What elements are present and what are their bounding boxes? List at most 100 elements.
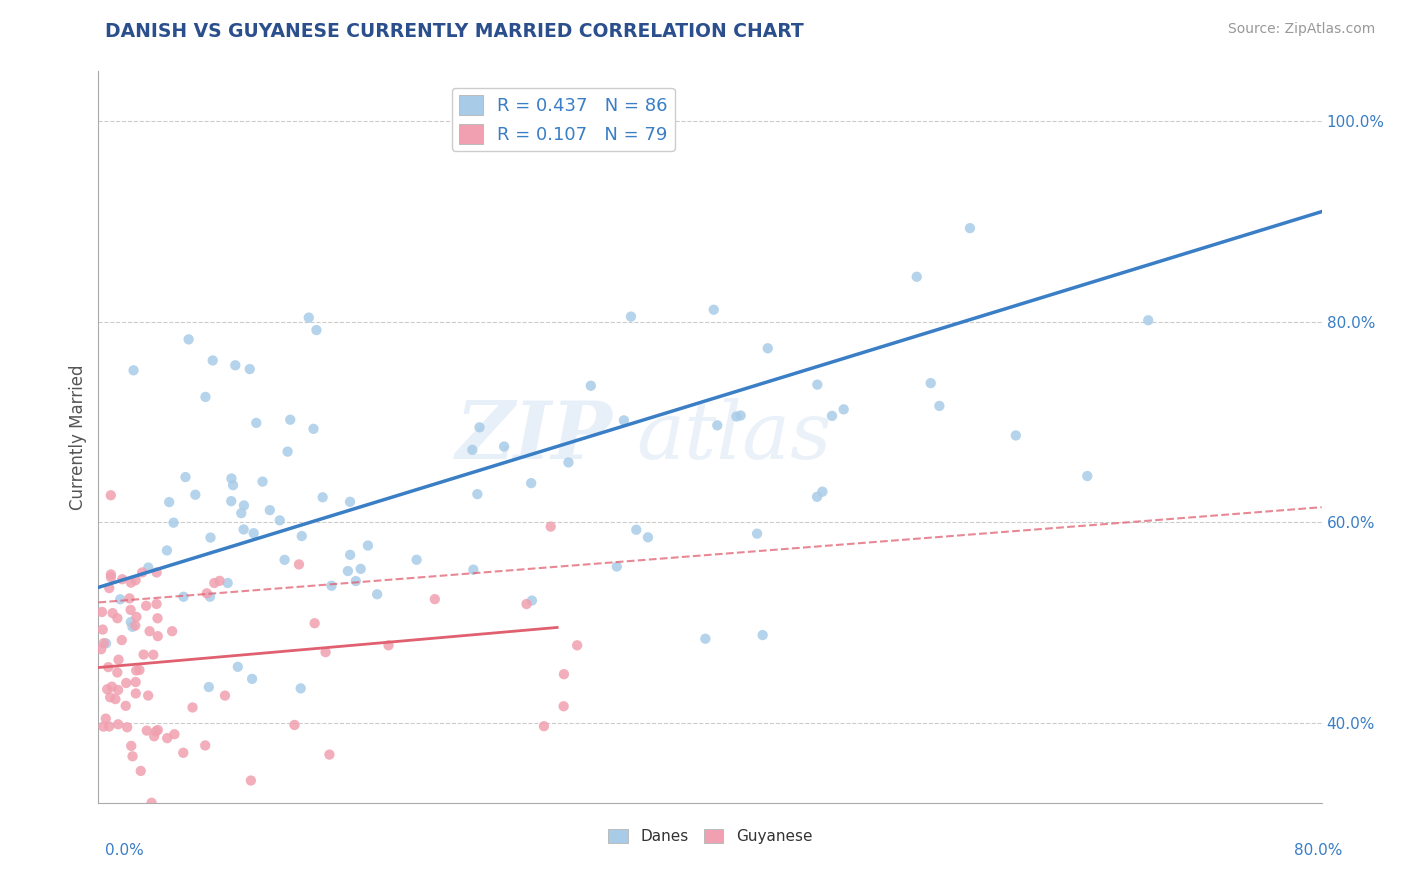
Point	[905, 269, 928, 284]
Point	[105, 611, 128, 625]
Point	[194, 739, 217, 753]
Point	[533, 719, 555, 733]
Point	[125, 610, 148, 624]
Point	[125, 686, 148, 700]
Point	[290, 681, 312, 696]
Point	[120, 615, 142, 629]
Point	[239, 362, 262, 376]
Point	[162, 516, 184, 530]
Point	[135, 599, 157, 613]
Point	[703, 302, 725, 317]
Point	[107, 653, 129, 667]
Point	[516, 597, 538, 611]
Point	[173, 590, 195, 604]
Point	[520, 593, 543, 607]
Point	[277, 444, 299, 458]
Point	[217, 576, 239, 591]
Point	[125, 664, 148, 678]
Point	[145, 566, 167, 580]
Point	[124, 618, 146, 632]
Point	[626, 523, 648, 537]
Point	[553, 699, 575, 714]
Point	[832, 402, 855, 417]
Point	[198, 590, 221, 604]
Point	[107, 682, 129, 697]
Point	[494, 440, 516, 454]
Point	[467, 487, 489, 501]
Point	[1004, 428, 1026, 442]
Point	[252, 475, 274, 489]
Point	[201, 353, 224, 368]
Text: 0.0%: 0.0%	[105, 843, 145, 858]
Point	[96, 682, 118, 697]
Point	[520, 476, 543, 491]
Point	[245, 416, 267, 430]
Point	[725, 409, 748, 424]
Point	[959, 221, 981, 235]
Point	[288, 558, 311, 572]
Point	[98, 719, 121, 733]
Point	[146, 723, 169, 737]
Point	[101, 680, 124, 694]
Point	[305, 323, 328, 337]
Point	[94, 712, 117, 726]
Point	[200, 531, 222, 545]
Point	[214, 689, 236, 703]
Point	[1076, 469, 1098, 483]
Point	[606, 559, 628, 574]
Point	[114, 698, 136, 713]
Point	[302, 422, 325, 436]
Text: Source: ZipAtlas.com: Source: ZipAtlas.com	[1227, 22, 1375, 37]
Point	[195, 586, 218, 600]
Point	[239, 773, 262, 788]
Point	[565, 638, 588, 652]
Point	[756, 341, 779, 355]
Point	[321, 579, 343, 593]
Text: atlas: atlas	[637, 399, 832, 475]
Point	[339, 495, 361, 509]
Point	[273, 553, 295, 567]
Point	[231, 506, 253, 520]
Point	[111, 572, 134, 586]
Point	[135, 723, 157, 738]
Point	[132, 648, 155, 662]
Point	[461, 442, 484, 457]
Point	[219, 494, 242, 508]
Point	[174, 470, 197, 484]
Point	[291, 529, 314, 543]
Point	[226, 660, 249, 674]
Point	[468, 420, 491, 434]
Y-axis label: Currently Married: Currently Married	[69, 364, 87, 510]
Point	[350, 562, 373, 576]
Point	[141, 796, 163, 810]
Point	[94, 636, 117, 650]
Point	[136, 560, 159, 574]
Point	[138, 624, 160, 639]
Point	[100, 488, 122, 502]
Point	[806, 377, 828, 392]
Point	[121, 749, 143, 764]
Point	[377, 638, 399, 652]
Point	[177, 332, 200, 346]
Point	[315, 645, 337, 659]
Point	[146, 611, 169, 625]
Point	[336, 564, 359, 578]
Point	[357, 539, 380, 553]
Point	[706, 418, 728, 433]
Point	[194, 390, 217, 404]
Point	[463, 563, 485, 577]
Point	[156, 731, 179, 745]
Point	[221, 471, 243, 485]
Point	[311, 490, 333, 504]
Point	[136, 689, 159, 703]
Point	[298, 310, 321, 325]
Point	[156, 543, 179, 558]
Point	[920, 376, 942, 391]
Point	[93, 720, 115, 734]
Point	[751, 628, 773, 642]
Point	[118, 591, 141, 606]
Point	[318, 747, 340, 762]
Point	[100, 567, 122, 582]
Point	[100, 570, 122, 584]
Point	[145, 724, 167, 739]
